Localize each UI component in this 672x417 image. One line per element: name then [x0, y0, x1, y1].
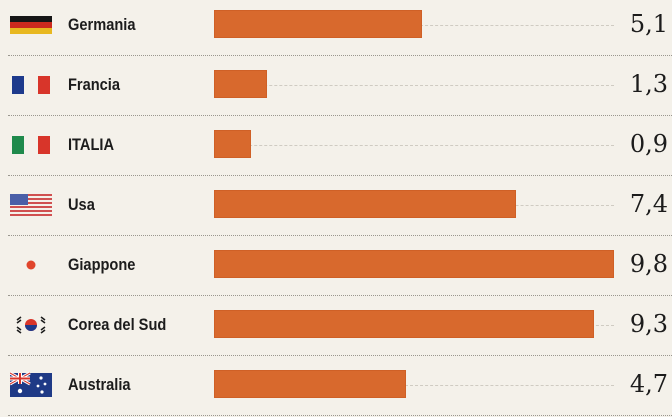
- australia-flag-icon: [10, 372, 52, 397]
- japan-flag-icon: [26, 260, 36, 270]
- row-separator: [8, 175, 672, 176]
- row-separator: [8, 115, 672, 116]
- bar-row: Corea del Sud 9,3: [0, 296, 672, 356]
- category-label: ITALIA: [68, 135, 115, 154]
- value-label: 0,9: [629, 130, 668, 158]
- bar-row: Giappone 9,8: [0, 236, 672, 296]
- category-label: Australia: [68, 375, 131, 394]
- bar-track: [214, 145, 614, 146]
- bar-row: Australia 4,7: [0, 356, 672, 416]
- bar-track: [214, 385, 614, 386]
- bar: [214, 70, 267, 98]
- bar-row: Usa 7,4: [0, 176, 672, 236]
- value-label: 1,3: [629, 70, 668, 98]
- row-separator: [8, 415, 672, 416]
- bar: [214, 310, 594, 338]
- bar: [214, 190, 516, 218]
- bar: [214, 130, 251, 158]
- bar: [214, 10, 422, 38]
- row-separator: [8, 235, 672, 236]
- bar: [214, 370, 406, 398]
- value-label: 7,4: [629, 190, 668, 218]
- value-label: 9,8: [629, 250, 668, 278]
- bar-row: ITALIA 0,9: [0, 116, 672, 176]
- category-label: Giappone: [68, 255, 136, 274]
- bar-track: [214, 85, 614, 86]
- south-korea-flag-icon: [16, 316, 46, 334]
- italy-flag-icon: [12, 136, 50, 154]
- value-label: 9,3: [629, 310, 668, 338]
- category-label: Corea del Sud: [68, 315, 167, 334]
- germany-flag-icon: [10, 16, 52, 34]
- row-separator: [8, 355, 672, 356]
- category-label: Usa: [68, 195, 95, 214]
- row-separator: [8, 55, 672, 56]
- category-label: Francia: [68, 75, 121, 94]
- bar: [214, 250, 614, 278]
- category-label: Germania: [68, 15, 136, 34]
- value-label: 5,1: [629, 10, 668, 38]
- row-separator: [8, 295, 672, 296]
- bar-row: Germania 5,1: [0, 0, 672, 56]
- usa-flag-icon: [10, 194, 52, 216]
- bar-row: Francia 1,3: [0, 56, 672, 116]
- value-label: 4,7: [629, 370, 668, 398]
- france-flag-icon: [12, 76, 50, 94]
